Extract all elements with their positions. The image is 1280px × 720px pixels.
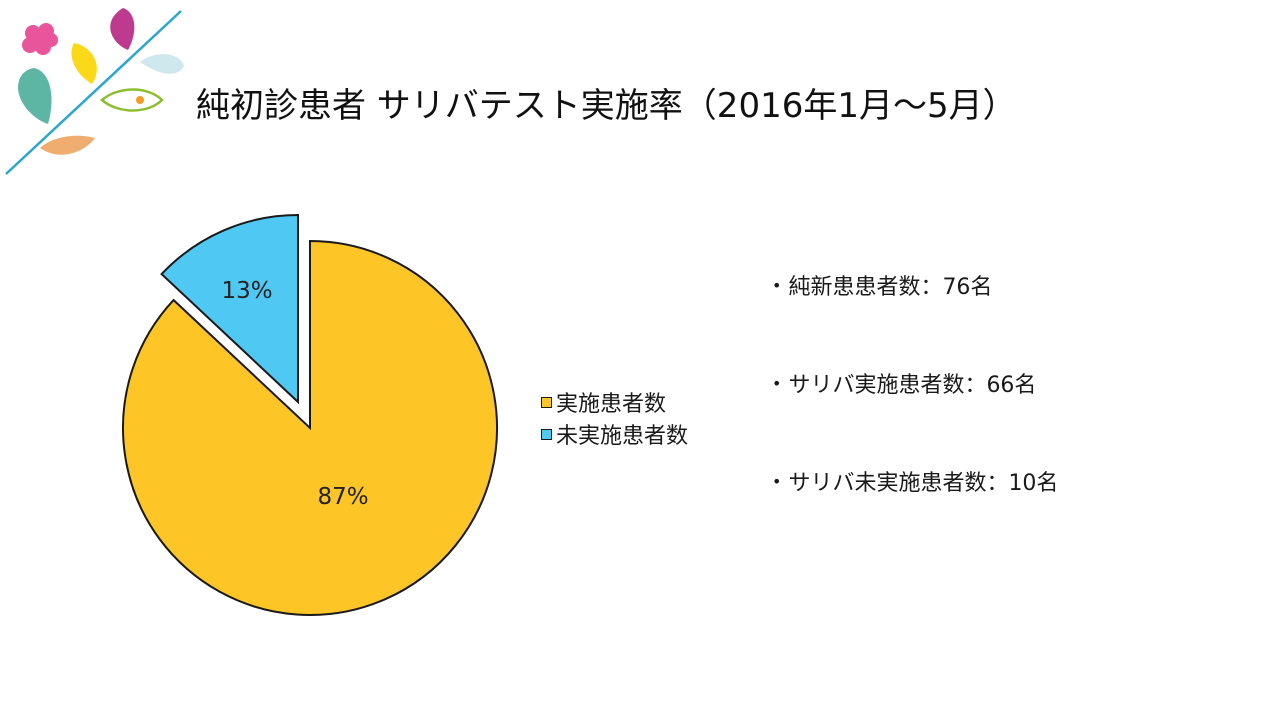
legend-label-done: 実施患者数 <box>556 392 667 417</box>
stat-text: 純新患患者数：76名 <box>788 275 993 300</box>
pie-label-done: 87% <box>317 484 369 510</box>
chart-legend: 実施患者数 未実施患者数 <box>541 386 688 450</box>
stats-list: • 純新患患者数：76名 • サリバ実施患者数：66名 • サリバ未実施患者数：10名 <box>772 268 1058 562</box>
stat-untested-patients: • サリバ未実施患者数：10名 <box>772 464 1058 562</box>
stat-tested-patients: • サリバ実施患者数：66名 <box>772 366 1058 464</box>
bullet-icon: • <box>772 472 782 491</box>
leaf-branch-logo-icon <box>5 8 184 175</box>
legend-item-done: 実施患者数 <box>541 386 688 418</box>
flower-icon <box>22 23 58 55</box>
legend-label-not-done: 未実施患者数 <box>556 424 689 449</box>
pie-slice-done[interactable] <box>122 239 499 616</box>
slide-title: 純初診患者 サリバテスト実施率（2016年1月〜5月） <box>196 86 1017 126</box>
stat-text: サリバ実施患者数：66名 <box>788 373 1037 398</box>
pie-label-not-done: 13% <box>221 278 273 304</box>
bullet-icon: • <box>772 276 782 295</box>
stat-text: サリバ未実施患者数：10名 <box>788 471 1059 496</box>
bullet-icon: • <box>772 374 782 393</box>
legend-swatch-not-done <box>541 428 552 440</box>
stat-total-new-patients: • 純新患患者数：76名 <box>772 268 1058 366</box>
legend-item-not-done: 未実施患者数 <box>541 418 688 450</box>
legend-swatch-done <box>541 396 552 408</box>
pie-slice-not-done[interactable] <box>160 213 299 405</box>
